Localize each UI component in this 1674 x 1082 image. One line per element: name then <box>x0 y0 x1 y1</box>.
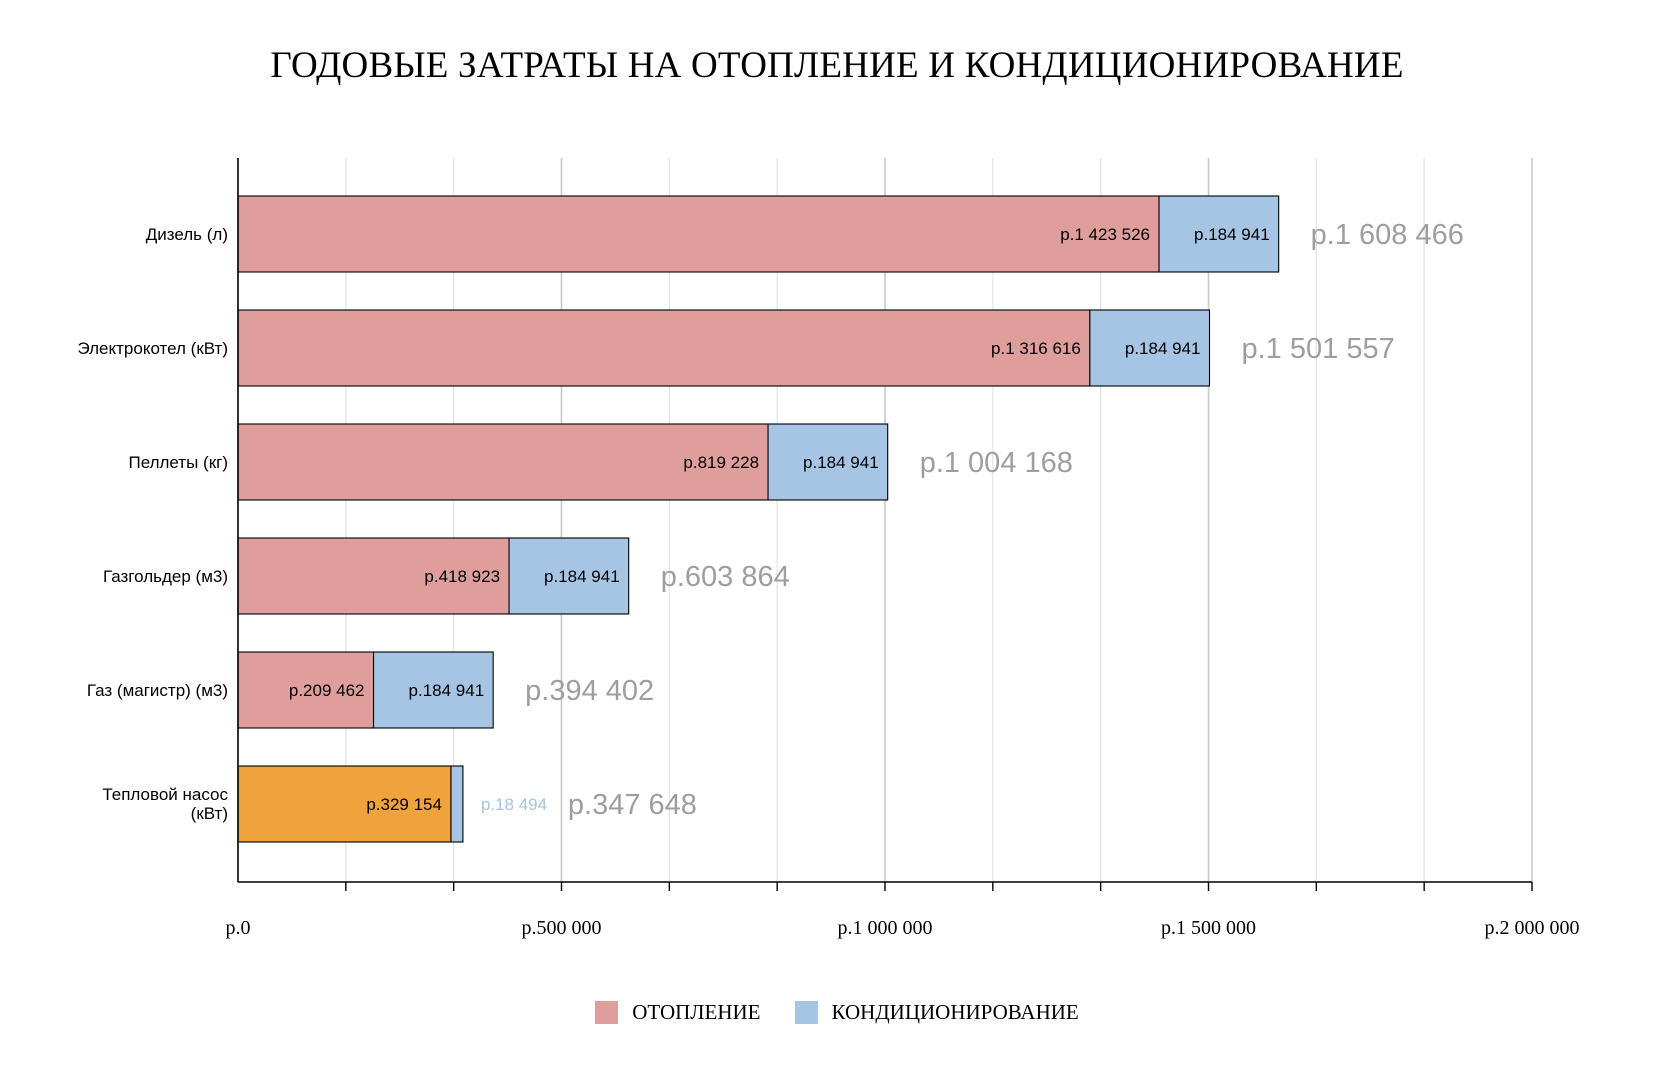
value-label-cooling: р.18 494 <box>481 795 547 814</box>
total-label: р.394 402 <box>525 675 654 707</box>
category-label: Дизель (л) <box>146 225 228 244</box>
category-label-line: (кВт) <box>191 804 228 823</box>
legend-label-cooling: КОНДИЦИОНИРОВАНИЕ <box>831 1000 1079 1024</box>
bar-heating <box>237 195 1160 273</box>
chart-title: ГОДОВЫЕ ЗАТРАТЫ НА ОТОПЛЕНИЕ И КОНДИЦИОН… <box>270 45 1404 86</box>
value-label-heating: р.1 316 616 <box>991 339 1081 358</box>
label-group: р.0 р.500 000 р.1 000 000 р.1 500 000 р.2 00… <box>77 219 1579 939</box>
legend-item-cooling: КОНДИЦИОНИРОВАНИЕ <box>794 1000 1079 1025</box>
value-label-cooling: р.184 941 <box>1125 339 1201 358</box>
bar-heating <box>237 651 375 729</box>
legend: ОТОПЛЕНИЕ КОНДИЦИОНИРОВАНИЕ <box>0 1000 1674 1025</box>
category-label: Пеллеты (кг) <box>128 453 228 472</box>
legend-swatch-cooling <box>794 1001 818 1024</box>
value-label-cooling: р.184 941 <box>1194 225 1270 244</box>
axes <box>237 158 1533 891</box>
bar-cooling <box>1089 309 1211 387</box>
total-label: р.603 864 <box>661 561 790 593</box>
bar-heating <box>237 537 510 615</box>
bar-cooling <box>372 651 494 729</box>
legend-swatch-heating <box>595 1001 619 1024</box>
x-tick-label: р.1 500 000 <box>1161 917 1256 939</box>
x-tick-label: р.1 000 000 <box>838 917 933 939</box>
value-label-heating: р.1 423 526 <box>1060 225 1150 244</box>
value-label-heating: р.209 462 <box>289 681 365 700</box>
x-tick-label: р.500 000 <box>522 917 602 939</box>
category-label-line: Тепловой насос <box>102 785 228 804</box>
bar-group <box>237 195 1280 843</box>
bar-heating <box>237 423 769 501</box>
value-label-cooling: р.184 941 <box>803 453 879 472</box>
category-label: Газгольдер (м3) <box>103 567 228 586</box>
bar-heating <box>237 309 1091 387</box>
bar-heating <box>237 765 452 843</box>
value-label-heating: р.819 228 <box>683 453 759 472</box>
total-label: р.1 608 466 <box>1311 219 1464 251</box>
x-tick-label: р.0 <box>226 917 251 939</box>
value-label-cooling: р.184 941 <box>544 567 620 586</box>
value-label-heating: р.418 923 <box>424 567 500 586</box>
grid-lines <box>345 158 1533 882</box>
total-label: р.1 501 557 <box>1242 333 1395 365</box>
bar-cooling <box>508 537 630 615</box>
value-label-heating: р.329 154 <box>366 795 442 814</box>
value-label-cooling: р.184 941 <box>409 681 485 700</box>
category-label: Тепловой насос (кВт) <box>102 785 228 823</box>
total-label: р.1 004 168 <box>920 447 1073 479</box>
legend-item-heating: ОТОПЛЕНИЕ <box>595 1000 761 1025</box>
bar-cooling <box>1158 195 1280 273</box>
x-tick-label: р.2 000 000 <box>1485 917 1580 939</box>
category-label: Газ (магистр) (м3) <box>87 681 228 700</box>
bar-cooling <box>767 423 889 501</box>
category-label: Электрокотел (кВт) <box>77 339 228 358</box>
legend-label-heating: ОТОПЛЕНИЕ <box>632 1000 761 1024</box>
total-label: р.347 648 <box>568 789 697 821</box>
bar-cooling <box>450 765 464 843</box>
